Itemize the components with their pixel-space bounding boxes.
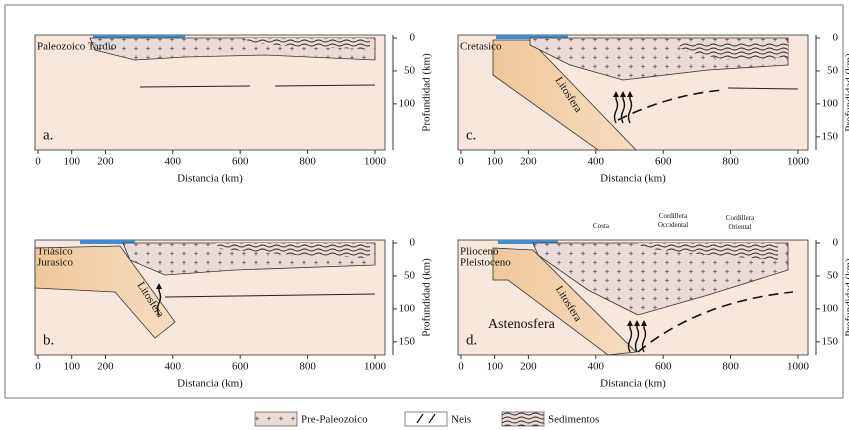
period-label: Jurasico: [37, 257, 74, 269]
panel: LitosferaPliocenoPleistocenod.Astenosfer…: [458, 212, 849, 390]
x-tick-label: 400: [165, 361, 182, 373]
panel-letter: c.: [466, 127, 476, 143]
x-tick-label: 800: [722, 156, 739, 168]
y-tick-label: 150: [822, 130, 839, 142]
panel-letter: d.: [466, 332, 477, 348]
x-tick-label: 100: [486, 361, 503, 373]
x-tick-label: 0: [35, 156, 41, 168]
x-tick-label: 0: [458, 361, 464, 373]
annotation: Costa: [593, 222, 610, 230]
period-label: Cretasico: [460, 41, 502, 53]
legend-label: Sedimentos: [548, 414, 599, 426]
x-axis-label: Distancia (km): [600, 173, 666, 185]
x-axis-label: Distancia (km): [177, 173, 243, 185]
x-tick-label: 600: [655, 361, 672, 373]
mantle-label: Astenosfera: [488, 317, 556, 332]
y-tick-label: 100: [822, 97, 839, 109]
panel-letter: b.: [43, 332, 54, 348]
x-tick-label: 100: [63, 361, 80, 373]
y-tick-label: 50: [404, 64, 416, 76]
x-tick-label: 400: [165, 156, 182, 168]
x-axis-label: Distancia (km): [600, 378, 666, 390]
x-tick-label: 1000: [787, 156, 810, 168]
figure: Paleozoico Tardioa.01002004006008001000D…: [0, 0, 849, 430]
x-tick-label: 800: [299, 361, 316, 373]
period-label: Pleistoceno: [460, 257, 511, 269]
x-tick-label: 100: [486, 156, 503, 168]
y-tick-label: 100: [399, 97, 416, 109]
y-tick-label: 50: [827, 269, 839, 281]
x-tick-label: 1000: [787, 361, 810, 373]
x-axis-label: Distancia (km): [177, 378, 243, 390]
legend-swatch: [405, 412, 447, 426]
legend-swatch: [502, 412, 544, 426]
y-tick-label: 150: [822, 335, 839, 347]
y-axis-label: Profundidad (km): [844, 53, 849, 132]
x-tick-label: 400: [588, 361, 605, 373]
y-axis-label: Profundidad (km): [421, 258, 433, 337]
x-tick-label: 0: [35, 361, 41, 373]
x-tick-label: 800: [299, 156, 316, 168]
x-tick-label: 1000: [364, 361, 387, 373]
x-tick-label: 600: [232, 156, 249, 168]
y-tick-label: 0: [833, 237, 839, 249]
y-axis-label: Profundidad (km): [421, 53, 433, 132]
x-tick-label: 200: [97, 361, 114, 373]
y-tick-label: 100: [822, 302, 839, 314]
y-tick-label: 50: [404, 269, 416, 281]
y-tick-label: 100: [399, 302, 416, 314]
x-tick-label: 100: [63, 156, 80, 168]
y-tick-label: 0: [410, 32, 416, 44]
y-tick-label: 0: [833, 32, 839, 44]
panel: Paleozoico Tardioa.01002004006008001000D…: [35, 32, 433, 185]
x-tick-label: 600: [655, 156, 672, 168]
x-tick-label: 200: [520, 156, 537, 168]
y-axis-label: Profundidad (km): [844, 258, 849, 337]
x-tick-label: 1000: [364, 156, 387, 168]
x-tick-label: 0: [458, 156, 464, 168]
y-tick-label: 0: [410, 237, 416, 249]
legend-label: Pre-Paleozoico: [301, 414, 368, 426]
x-tick-label: 400: [588, 156, 605, 168]
x-tick-label: 600: [232, 361, 249, 373]
y-tick-label: 150: [399, 335, 416, 347]
y-tick-label: 50: [827, 64, 839, 76]
panel-letter: a.: [43, 127, 53, 143]
legend-label: Neis: [451, 414, 471, 426]
legend-swatch: [255, 412, 297, 426]
legend: Pre-Paleozoico Neis Sedimentos: [255, 412, 599, 426]
x-tick-label: 800: [722, 361, 739, 373]
period-label: Paleozoico Tardio: [37, 41, 117, 53]
x-tick-label: 200: [97, 156, 114, 168]
x-tick-label: 200: [520, 361, 537, 373]
